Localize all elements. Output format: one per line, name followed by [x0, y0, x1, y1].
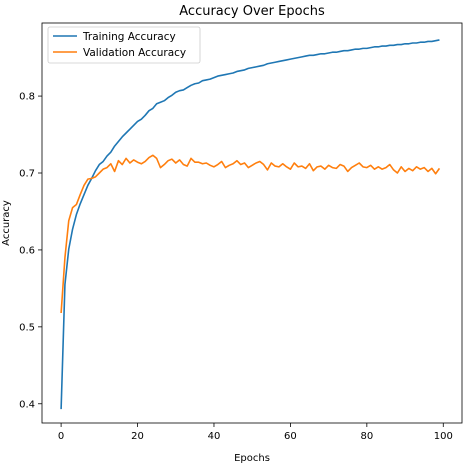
y-tick-label: 0.6	[19, 245, 35, 256]
plot-lines	[60, 39, 441, 410]
series-line-validation-accuracy	[60, 154, 441, 314]
x-axis-label: Epochs	[234, 453, 270, 464]
x-tick-label: 80	[360, 431, 373, 442]
x-tick-label: 40	[208, 431, 221, 442]
legend-training-label: Training Accuracy	[82, 31, 176, 43]
x-tick-label: 60	[284, 431, 297, 442]
x-tick-label: 0	[58, 431, 64, 442]
x-tick-label: 100	[434, 431, 453, 442]
x-axis-ticks: 0 20 40 60 80 100	[58, 423, 453, 442]
x-tick-label: 20	[131, 431, 144, 442]
series-line-training-accuracy	[60, 39, 440, 410]
plot-frame	[41, 22, 463, 424]
legend-validation-label: Validation Accuracy	[83, 47, 186, 59]
y-tick-label: 0.8	[19, 92, 35, 103]
y-axis-ticks: 0.4 0.5 0.6 0.7 0.8	[19, 92, 42, 410]
chart-title: Accuracy Over Epochs	[179, 4, 325, 19]
y-axis-label: Accuracy	[1, 200, 12, 246]
legend: Training Accuracy Validation Accuracy	[47, 26, 201, 64]
y-tick-label: 0.5	[19, 322, 35, 333]
y-tick-label: 0.7	[19, 169, 35, 180]
plot-area	[42, 23, 462, 423]
legend-box	[47, 26, 201, 64]
y-tick-label: 0.4	[19, 399, 35, 410]
